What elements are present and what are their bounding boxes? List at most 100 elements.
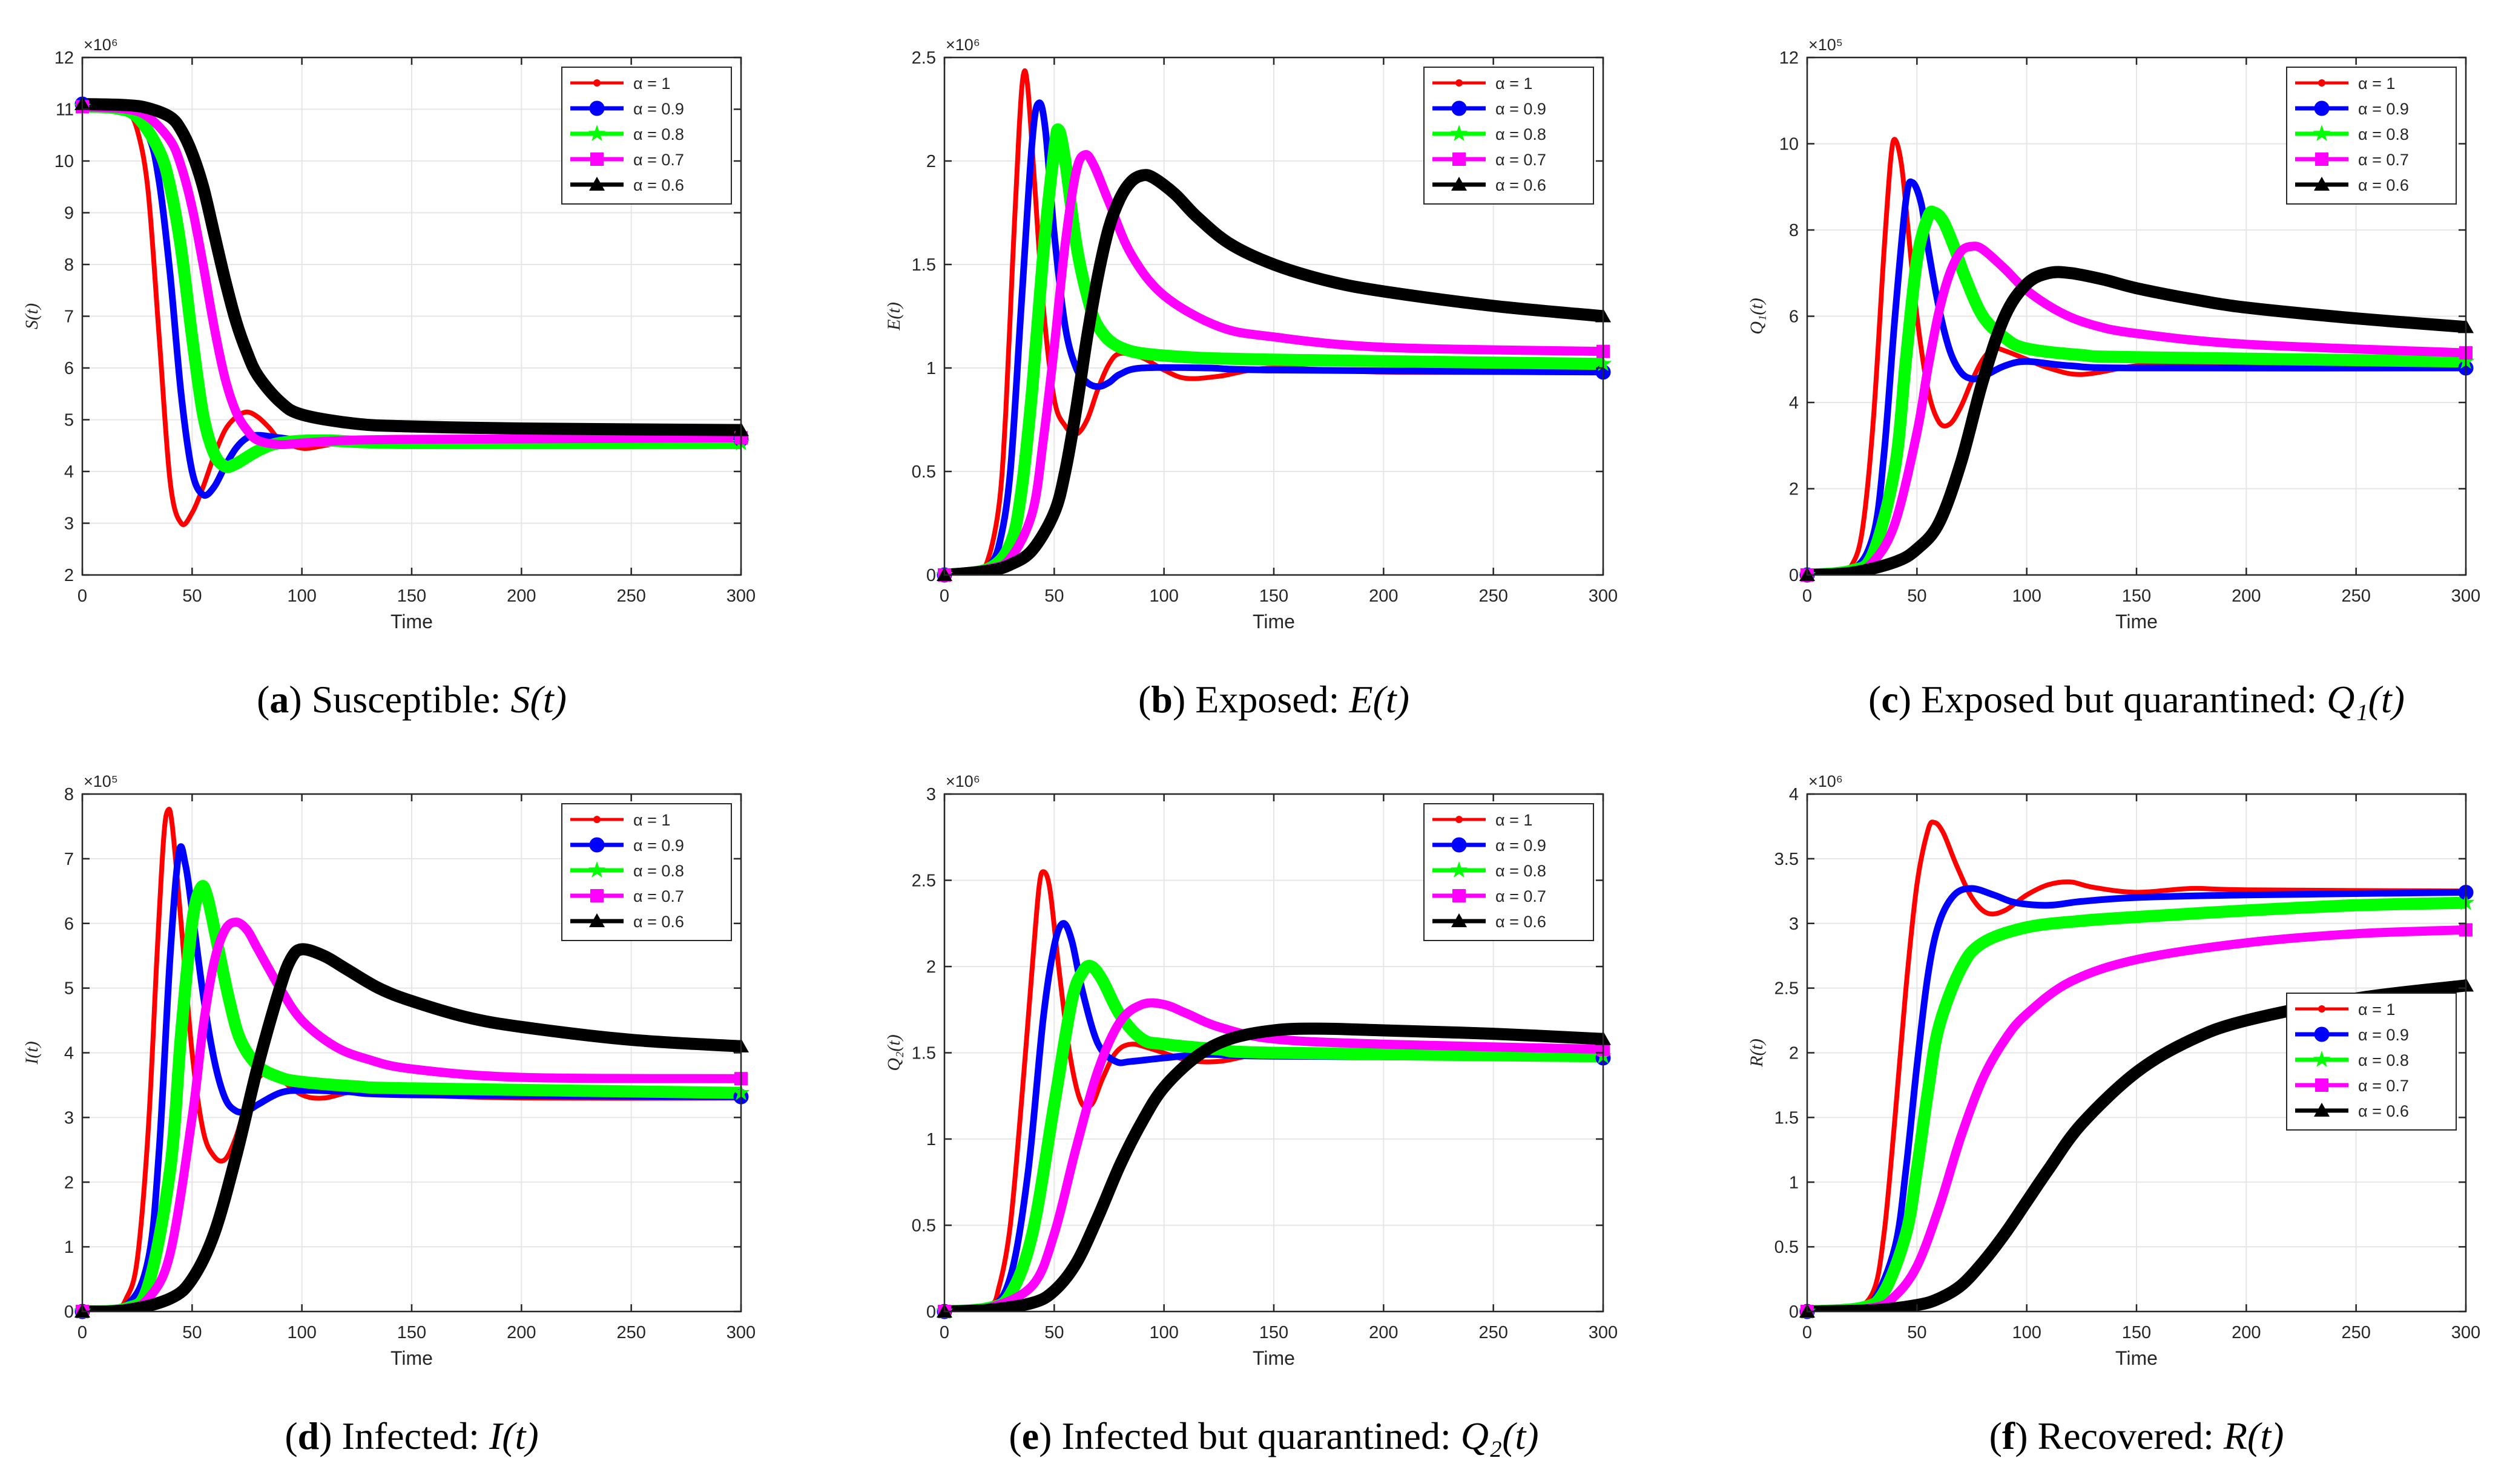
y-tick-label: 1 [1789,1173,1799,1192]
y-tick-label: 4 [64,1044,74,1063]
x-tick-label: 200 [1369,1323,1398,1342]
legend-label-3: α = 0.8 [633,862,684,880]
caption-text: Infected but quarantined: [1061,1414,1451,1457]
legend-marker-2 [1451,837,1467,853]
series-line-4 [944,150,1603,575]
legend-marker-1 [2318,1005,2325,1013]
legend-marker-3 [588,861,606,878]
legend: α = 1 α = 0.9 α = 0.8 α = 0.7 α = 0.6 [1423,67,1594,205]
x-tick-label: 300 [1589,1323,1618,1342]
y-tick-label: 6 [64,359,74,378]
y-axis-label: I(t) [22,1041,42,1065]
caption: (d) Infected: I(t) [285,1414,538,1457]
x-tick-label: 100 [2012,1323,2041,1342]
x-tick-label: 50 [1044,586,1064,606]
legend-marker-3 [2313,1051,2331,1068]
y-tick-label: 3 [1789,914,1799,934]
series-line-5 [82,98,741,436]
x-tick-label: 200 [2232,586,2261,606]
x-tick-label: 250 [1478,1323,1507,1342]
x-tick-label: 50 [182,586,202,606]
caption-text: Infected: [342,1414,479,1457]
series-line-1 [1807,819,2466,1312]
y-tick-label: 10 [54,152,74,171]
y-tick-label: 1.5 [912,1044,936,1063]
y-tick-label: 2 [1789,1044,1799,1063]
y-tick-label: 8 [1789,221,1799,240]
series-line-5 [1807,266,2466,575]
y-tick-label: 0 [1789,1302,1799,1322]
legend-marker-3 [588,125,606,142]
legend-label-4: α = 0.7 [1495,887,1546,905]
legend: α = 1 α = 0.9 α = 0.8 α = 0.7 α = 0.6 [2286,67,2457,205]
series-line-4 [1807,241,2466,575]
x-tick-label: 250 [2341,586,2370,606]
y-tick-label: 10 [1779,135,1799,154]
x-tick-label: 300 [726,586,756,606]
x-tick-label: 150 [1259,1323,1288,1342]
legend-label-3: α = 0.8 [1495,862,1546,880]
y-tick-label: 2.5 [912,48,936,68]
series-group [82,98,741,527]
x-tick-label: 0 [1802,1323,1812,1342]
x-axis-label: Time [1253,611,1295,632]
y-tick-label: 4 [64,462,74,482]
y-axis-label: E(t) [884,302,904,331]
legend-label-2: α = 0.9 [1495,100,1546,118]
y-tick-label: 4 [1789,785,1799,804]
y-tick-label: 2 [926,957,936,977]
caption-text: Recovered: [2038,1414,2214,1457]
x-tick-label: 50 [182,1323,202,1342]
x-tick-label: 0 [77,586,87,606]
x-tick-label: 200 [507,1323,536,1342]
legend-label-1: α = 1 [633,74,670,93]
legend-marker-4 [590,153,604,166]
series-line-5 [1807,979,2466,1312]
series-line-3 [1807,896,2466,1312]
y-tick-label: 0 [1789,566,1799,585]
legend-label-1: α = 1 [633,811,670,829]
caption-math: Q₂(t) [1461,1414,1539,1457]
legend-label-4: α = 0.7 [633,151,684,169]
series-line-2 [1807,885,2466,1312]
legend-marker-2 [1451,100,1467,116]
y-tick-label: 12 [1779,48,1799,68]
series-line-4 [1807,925,2466,1312]
y-tick-label: 8 [64,255,74,275]
y-tick-label: 4 [1789,393,1799,413]
y-tick-label: 2.5 [1774,979,1799,999]
caption-letter: e [1022,1414,1039,1457]
caption: (f) Recovered: R(t) [1989,1414,2284,1457]
y-tick-label: 3 [926,785,936,804]
x-axis-label: Time [390,611,433,632]
y-tick-label: 3 [64,1108,74,1128]
x-tick-label: 0 [77,1323,87,1342]
x-tick-label: 50 [1907,1323,1926,1342]
legend-marker-5 [2314,177,2330,191]
series-line-5 [82,943,741,1312]
y-axis-label: S(t) [22,303,42,329]
x-axis-label: Time [390,1347,433,1369]
legend-label-5: α = 0.6 [2358,1102,2409,1120]
y-tick-label: 2 [926,152,936,171]
y-tick-label: 0.5 [912,462,936,482]
y-axis-label: Q₂(t) [884,1034,904,1071]
x-tick-label: 150 [2122,1323,2151,1342]
legend: α = 1 α = 0.9 α = 0.8 α = 0.7 α = 0.6 [1423,803,1594,941]
legend-marker-4 [2315,1079,2328,1092]
caption: (b) Exposed: E(t) [1138,678,1409,721]
legend-marker-3 [1450,125,1468,142]
y-tick-label: 0 [926,1302,936,1322]
caption: (a) Susceptible: S(t) [257,678,567,721]
legend-label-2: α = 0.9 [2358,1026,2409,1044]
caption-math: I(t) [489,1414,539,1457]
series-line-3 [944,960,1603,1312]
chart-Q2: 0 50 100 150 200 250 300 0 0.5 1 1.5 2 2.5 3 ×10⁶ Time Q… [884,772,1618,1457]
caption-letter: a [269,678,289,721]
caption-letter: d [298,1414,320,1457]
axis-exponent: ×10⁶ [946,36,980,54]
x-tick-label: 0 [1802,586,1812,606]
legend-marker-5 [589,913,605,927]
axis-exponent: ×10⁵ [84,772,118,790]
x-tick-label: 100 [1149,1323,1178,1342]
